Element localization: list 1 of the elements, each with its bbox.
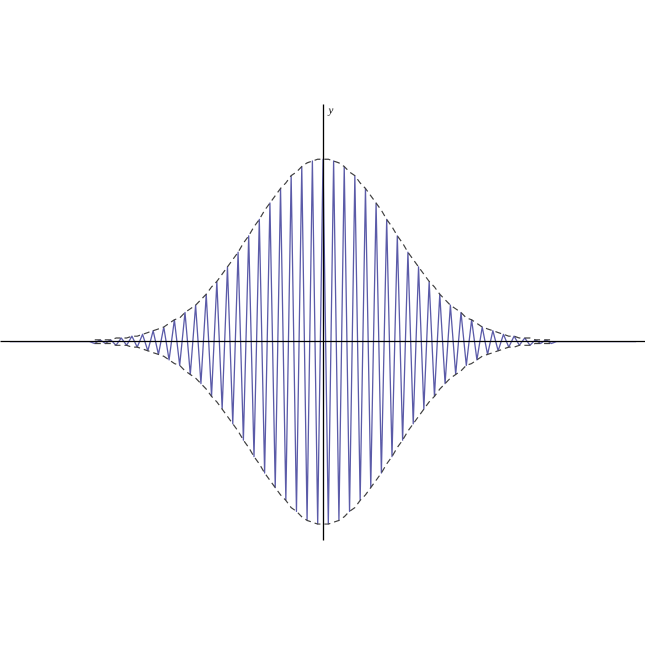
y-axis-title: y bbox=[328, 104, 334, 117]
